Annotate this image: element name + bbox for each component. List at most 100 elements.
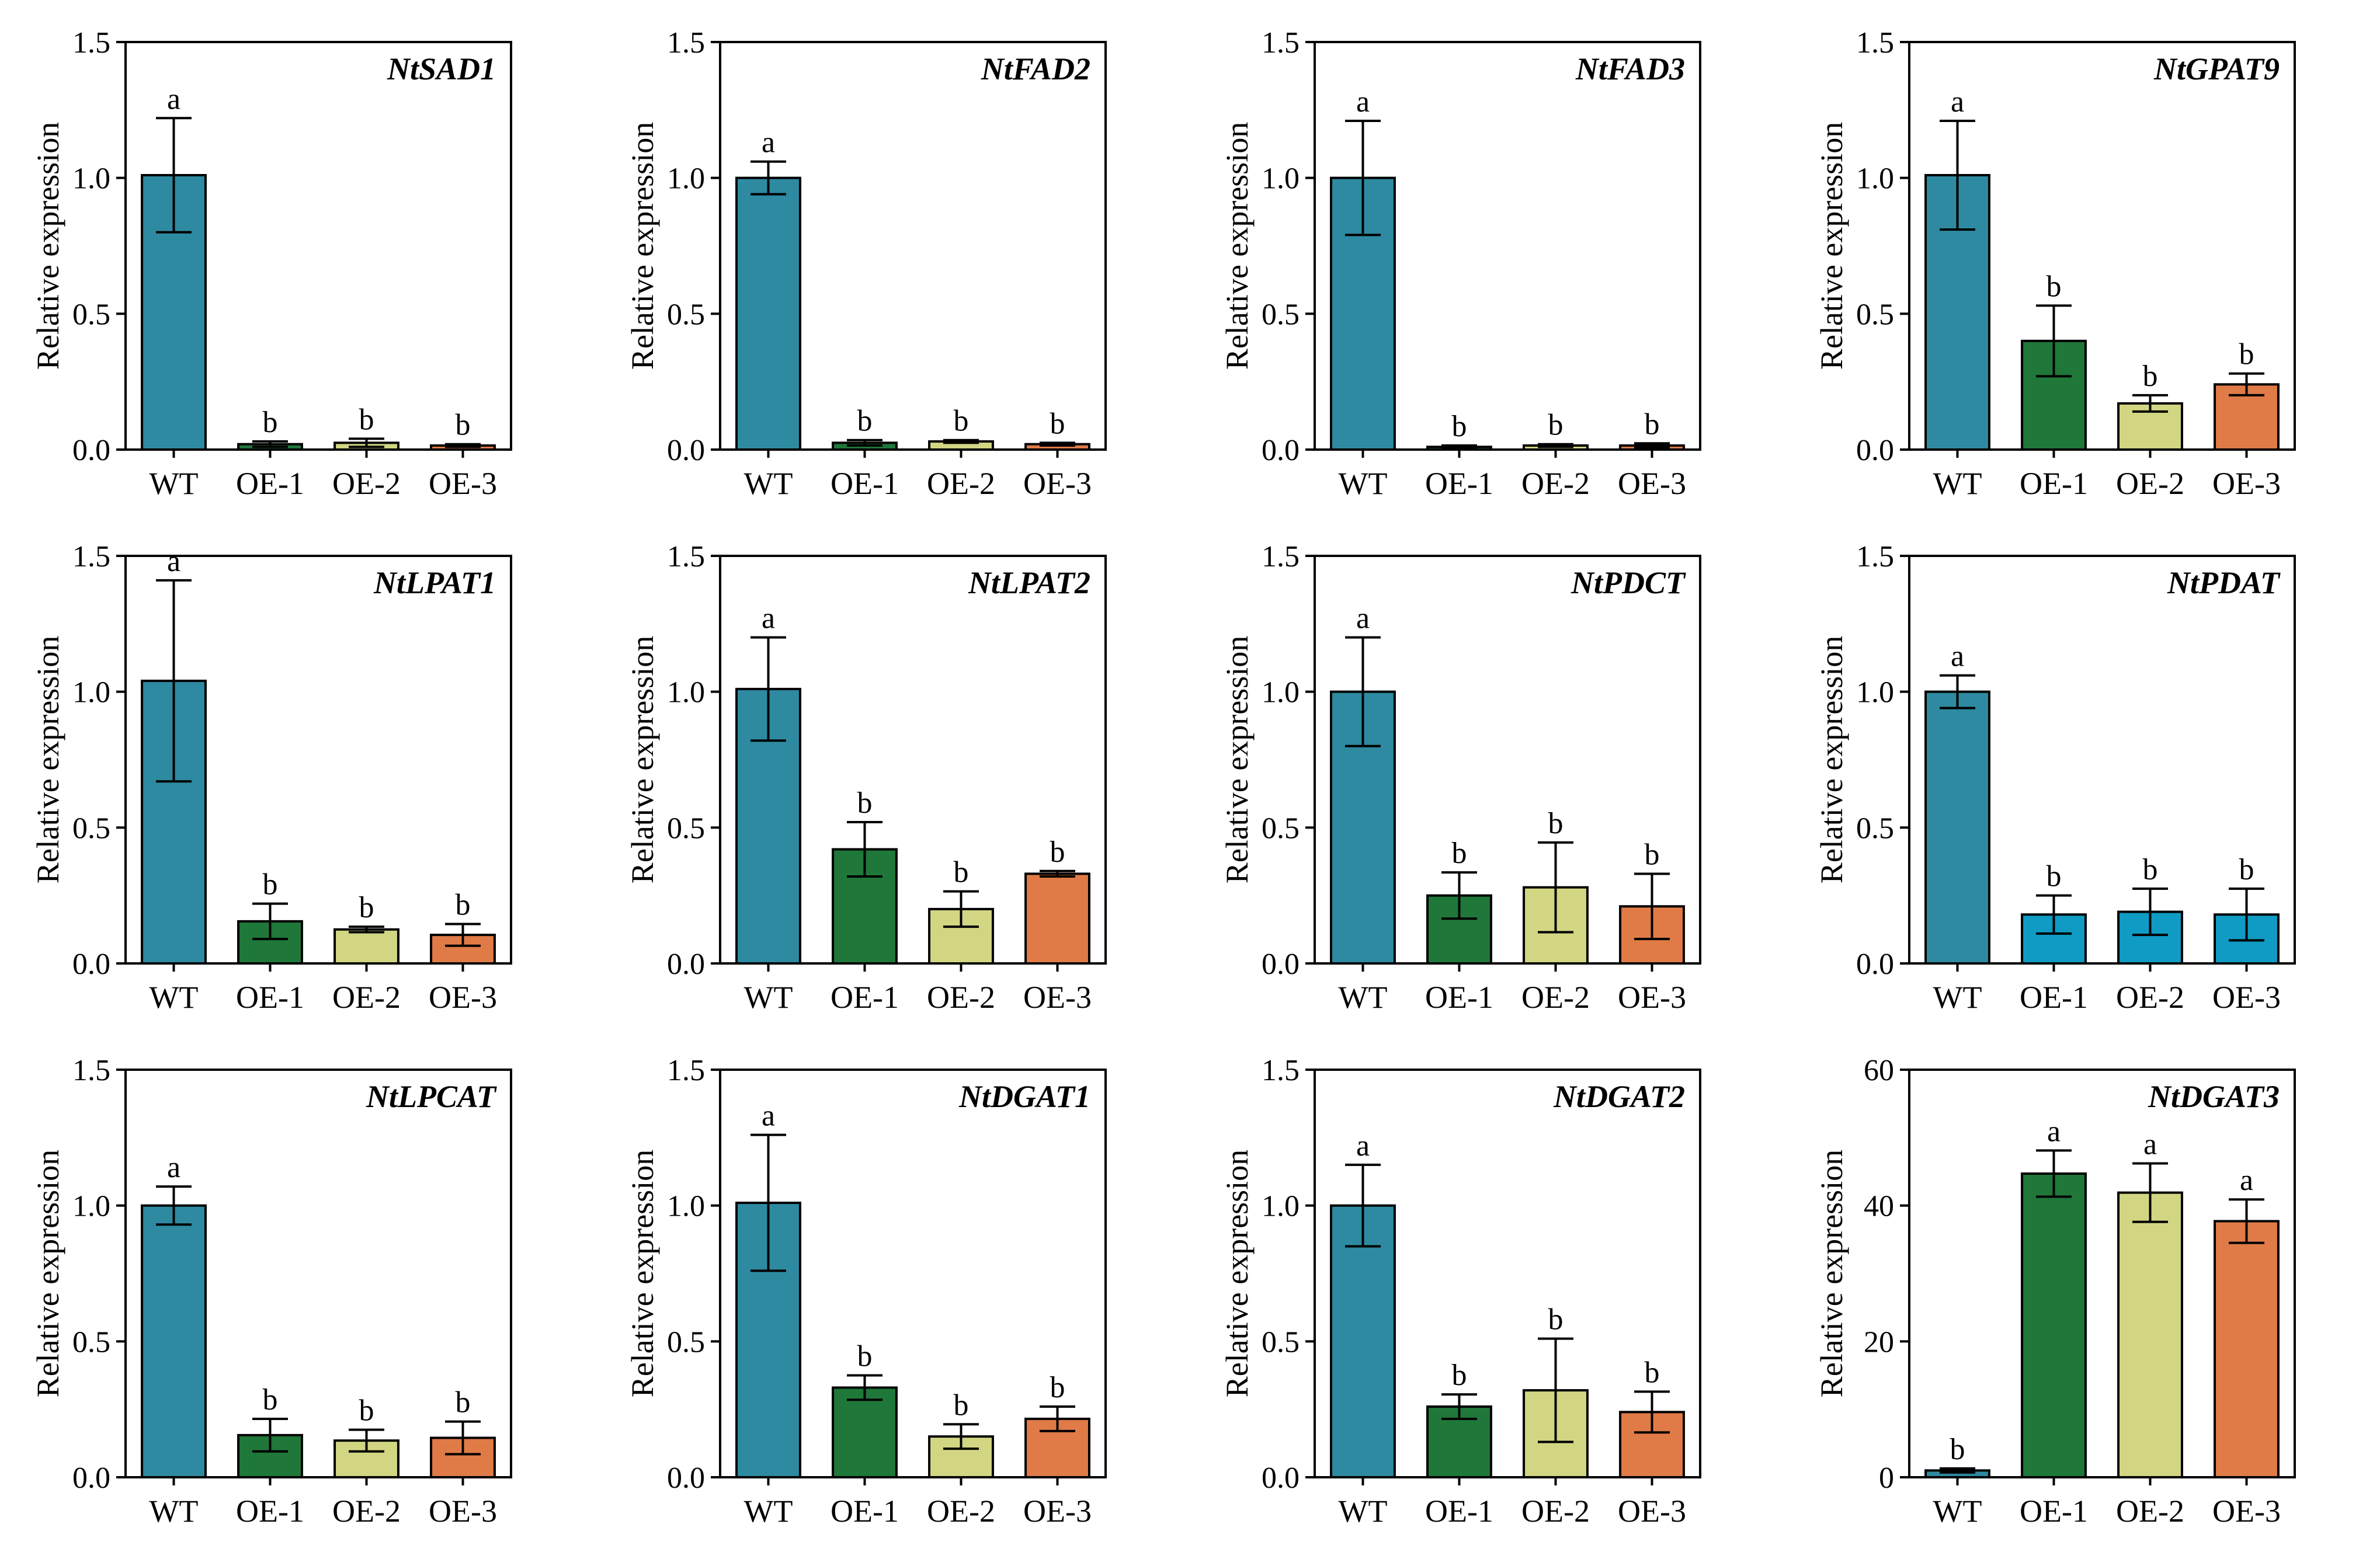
chart-panel-NtFAD2: a WT b OE-1 b OE-2 b OE-3 0.0 0.5 1.0 1.5 Relative e… [625, 26, 1107, 501]
significance-label: b [359, 891, 374, 924]
plot-frame [124, 555, 512, 965]
category-label: OE-3 [2212, 980, 2281, 1015]
chart-panel-NtSAD1: a WT b OE-1 b OE-2 b OE-3 0.0 0.5 1.0 1.5 Relative e… [30, 26, 512, 501]
plot-frame [1908, 1069, 2296, 1478]
y-tick-label: 1.5 [72, 540, 110, 573]
y-tick-label: 0.5 [667, 1325, 705, 1359]
category-label: OE-2 [927, 1494, 995, 1529]
significance-label: a [2047, 1115, 2061, 1148]
y-tick-label: 1.5 [667, 540, 705, 573]
category-label: WT [744, 1494, 793, 1529]
y-tick-label: 0.5 [72, 812, 110, 845]
y-tick-label: 0.5 [1262, 812, 1300, 845]
y-tick-label: 1.5 [667, 1054, 705, 1087]
y-tick-label: 0.5 [667, 298, 705, 331]
error-bar-OE-1 [2036, 304, 2072, 378]
significance-label: b [2047, 270, 2062, 303]
error-bar-OE-3 [1040, 441, 1075, 447]
y-tick-label: 0.5 [72, 298, 110, 331]
category-label: OE-2 [1521, 1494, 1590, 1529]
significance-label: b [2239, 338, 2254, 371]
y-tick-label: 0.0 [1856, 948, 1894, 981]
y-tick-label: 0.0 [1262, 1461, 1300, 1495]
significance-label: b [1050, 836, 1065, 869]
y-tick-label: 0.0 [1856, 434, 1894, 467]
y-tick-label: 40 [1864, 1190, 1894, 1223]
y-axis-label: Relative expression [30, 122, 65, 370]
chart-panel-NtLPAT1: a WT b OE-1 b OE-2 b OE-3 0.0 0.5 1.0 1.5 Relative e… [30, 540, 512, 1015]
error-bar-OE-3 [1634, 442, 1670, 449]
category-label: OE-3 [429, 1494, 497, 1529]
category-label: OE-1 [1425, 1494, 1493, 1529]
error-bar-OE-2 [2132, 1162, 2168, 1223]
plot-frame [1314, 555, 1701, 965]
significance-label: b [359, 403, 374, 436]
significance-label: a [2240, 1164, 2253, 1197]
chart-panel-NtGPAT9: a WT b OE-1 b OE-2 b OE-3 0.0 0.5 1.0 1.5 Relative e… [1814, 26, 2296, 501]
category-label: OE-1 [236, 466, 304, 501]
error-bar-OE-1 [847, 1374, 882, 1401]
plot-frame [1908, 41, 2296, 451]
y-tick-label: 1.0 [667, 1190, 705, 1223]
plot-frame [1314, 1069, 1701, 1478]
y-tick-label: 1.5 [1856, 26, 1894, 60]
error-bar-OE-3 [2229, 372, 2264, 396]
category-label: OE-2 [1521, 466, 1590, 501]
y-axis-label: Relative expression [30, 636, 65, 883]
significance-label: b [359, 1394, 374, 1428]
category-label: OE-3 [429, 980, 497, 1015]
category-label: OE-2 [2116, 1494, 2184, 1529]
error-bar-OE-1 [1441, 871, 1477, 920]
significance-label: b [1950, 1433, 1965, 1466]
significance-label: b [1452, 837, 1467, 870]
category-label: OE-1 [2020, 466, 2088, 501]
significance-label: a [1951, 640, 1964, 673]
significance-label: a [1356, 602, 1370, 635]
chart-panel-NtDGAT3: b WT a OE-1 a OE-2 a OE-3 0 20 40 60 Relative expres… [1814, 1054, 2296, 1529]
significance-label: a [762, 602, 775, 635]
category-label: OE-1 [2020, 1494, 2088, 1529]
y-tick-label: 0.0 [667, 948, 705, 981]
significance-label: b [954, 405, 969, 438]
error-bar-WT [1345, 1163, 1381, 1248]
gene-title: NtDGAT2 [1553, 1079, 1685, 1114]
significance-label: b [2143, 360, 2158, 393]
error-bar-OE-2 [943, 1423, 979, 1450]
error-bar-OE-3 [445, 1420, 481, 1456]
y-tick-label: 0.5 [72, 1325, 110, 1359]
significance-label: b [857, 405, 873, 438]
significance-label: b [263, 406, 278, 439]
significance-label: b [2143, 853, 2158, 886]
significance-label: a [1951, 85, 1964, 119]
plot-frame [124, 1069, 512, 1478]
category-label: OE-2 [2116, 466, 2184, 501]
y-axis-label: Relative expression [1814, 636, 1849, 883]
significance-label: b [2047, 860, 2062, 893]
error-bar-OE-3 [2229, 1198, 2264, 1244]
chart-panel-NtPDCT: a WT b OE-1 b OE-2 b OE-3 0.0 0.5 1.0 1.5 Relative e… [1219, 540, 1701, 1015]
bar-OE-2 [333, 928, 399, 965]
significance-label: a [1356, 1129, 1370, 1163]
y-tick-label: 60 [1864, 1054, 1894, 1087]
significance-label: a [762, 126, 775, 159]
significance-label: b [1050, 1371, 1065, 1404]
bar-OE-1 [832, 1386, 898, 1478]
chart-panel-NtLPCAT: a WT b OE-1 b OE-2 b OE-3 0.0 0.5 1.0 1.5 Relative e… [30, 1054, 512, 1529]
significance-label: b [1645, 838, 1660, 871]
y-axis-label: Relative expression [1219, 122, 1255, 370]
gene-title: NtLPAT1 [373, 565, 496, 600]
gene-title: NtDGAT3 [2148, 1079, 2280, 1114]
y-tick-label: 0.0 [667, 1461, 705, 1495]
y-axis-label: Relative expression [1219, 636, 1255, 883]
significance-label: b [1452, 1359, 1467, 1392]
category-label: OE-2 [927, 466, 995, 501]
gene-title: NtFAD3 [1575, 51, 1685, 86]
error-bar-OE-2 [943, 439, 979, 444]
error-bar-OE-3 [1634, 872, 1670, 941]
category-label: OE-3 [1023, 466, 1092, 501]
category-label: WT [1933, 466, 1982, 501]
error-bar-WT [1940, 119, 1975, 231]
category-label: WT [150, 1494, 199, 1529]
significance-label: b [1548, 1303, 1563, 1337]
